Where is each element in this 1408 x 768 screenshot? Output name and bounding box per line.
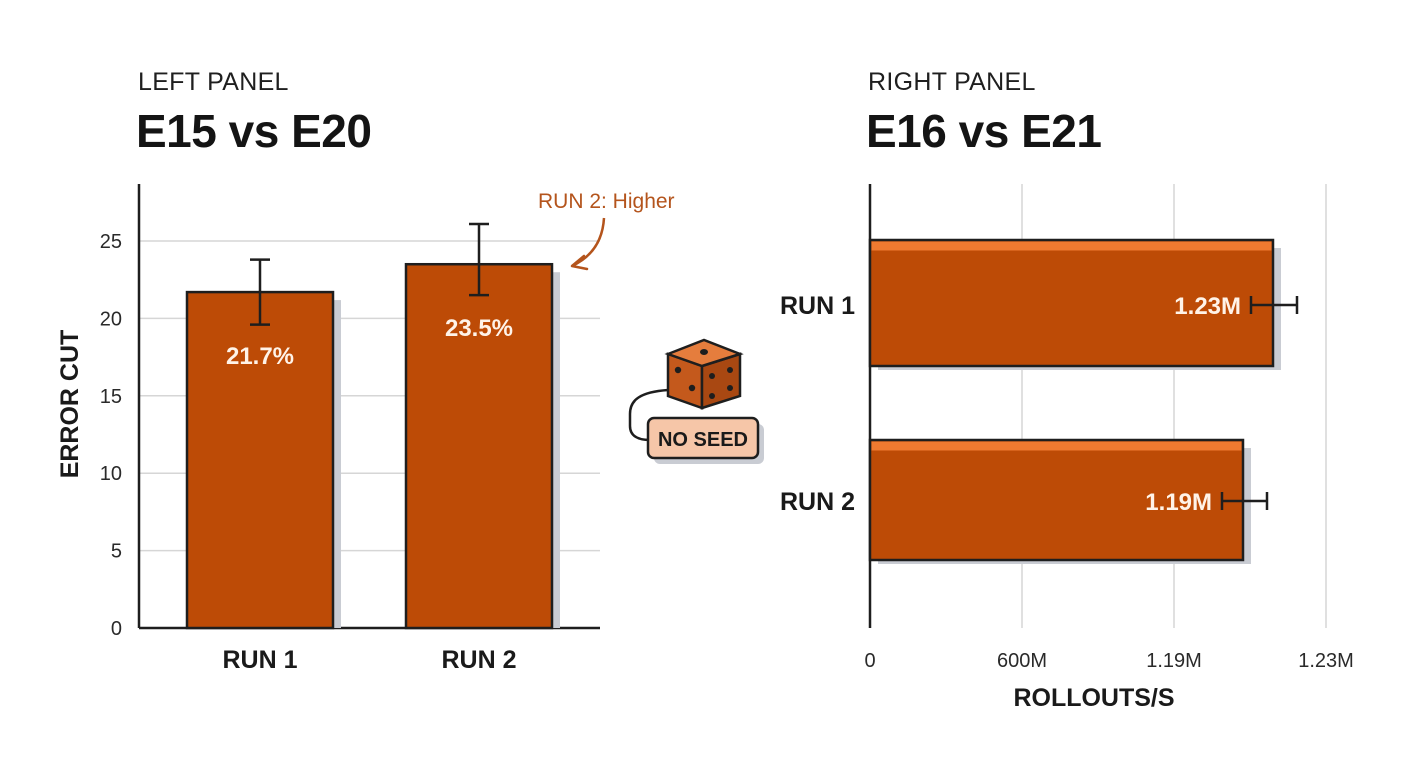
right-panel-title: E16 vs E21 [866, 105, 1102, 157]
bar-value-label: 23.5% [445, 315, 513, 342]
bar-value-label: 1.19M [1145, 489, 1212, 516]
y-category-label: RUN 2 [780, 488, 855, 516]
y-tick-label: 5 [111, 541, 122, 563]
bar [404, 262, 554, 630]
x-tick-label: 1.23M [1298, 650, 1354, 672]
no-seed-badge: NO SEED [646, 416, 764, 464]
bar-highlight [871, 241, 1272, 251]
bar [185, 290, 335, 630]
right-panel-kicker: RIGHT PANEL [868, 68, 1036, 96]
x-tick-label: 1.19M [1146, 650, 1202, 672]
bar [868, 238, 1275, 368]
y-tick-label: 15 [100, 386, 122, 408]
annotation-arrow [571, 217, 606, 268]
x-tick-label: 600M [997, 650, 1047, 672]
left-bar-chart: 0 5 10 15 20 25 ERROR CUT 21.7% RUN 1 23.5% RUN 2 [56, 184, 600, 674]
bar-value-label: 21.7% [226, 343, 294, 370]
left-panel-title: E15 vs E20 [136, 105, 372, 157]
y-axis-title: ERROR CUT [56, 330, 84, 479]
annotation-arrowhead [570, 254, 589, 271]
left-panel-kicker: LEFT PANEL [138, 68, 289, 96]
y-tick-label: 25 [100, 231, 122, 253]
bar-highlight [871, 441, 1242, 451]
dice-icon [664, 338, 744, 410]
annotation-label: RUN 2: Higher [538, 190, 675, 213]
x-tick-label: 0 [864, 650, 875, 672]
right-bar-chart: 0 600M 1.19M 1.23M ROLLOUTS/S 1.23M RUN 1 1.19M… [780, 184, 1354, 712]
badge-connector [628, 388, 669, 442]
x-category-label: RUN 1 [222, 646, 297, 674]
bar [868, 438, 1245, 562]
x-category-label: RUN 2 [441, 646, 516, 674]
bar-value-label: 1.23M [1174, 293, 1241, 320]
y-tick-label: 20 [100, 308, 122, 330]
y-category-label: RUN 1 [780, 292, 855, 320]
y-tick-label: 10 [100, 463, 122, 485]
badge-label: NO SEED [658, 429, 748, 451]
x-axis-title: ROLLOUTS/S [1013, 684, 1174, 712]
y-tick-label: 0 [111, 618, 122, 640]
